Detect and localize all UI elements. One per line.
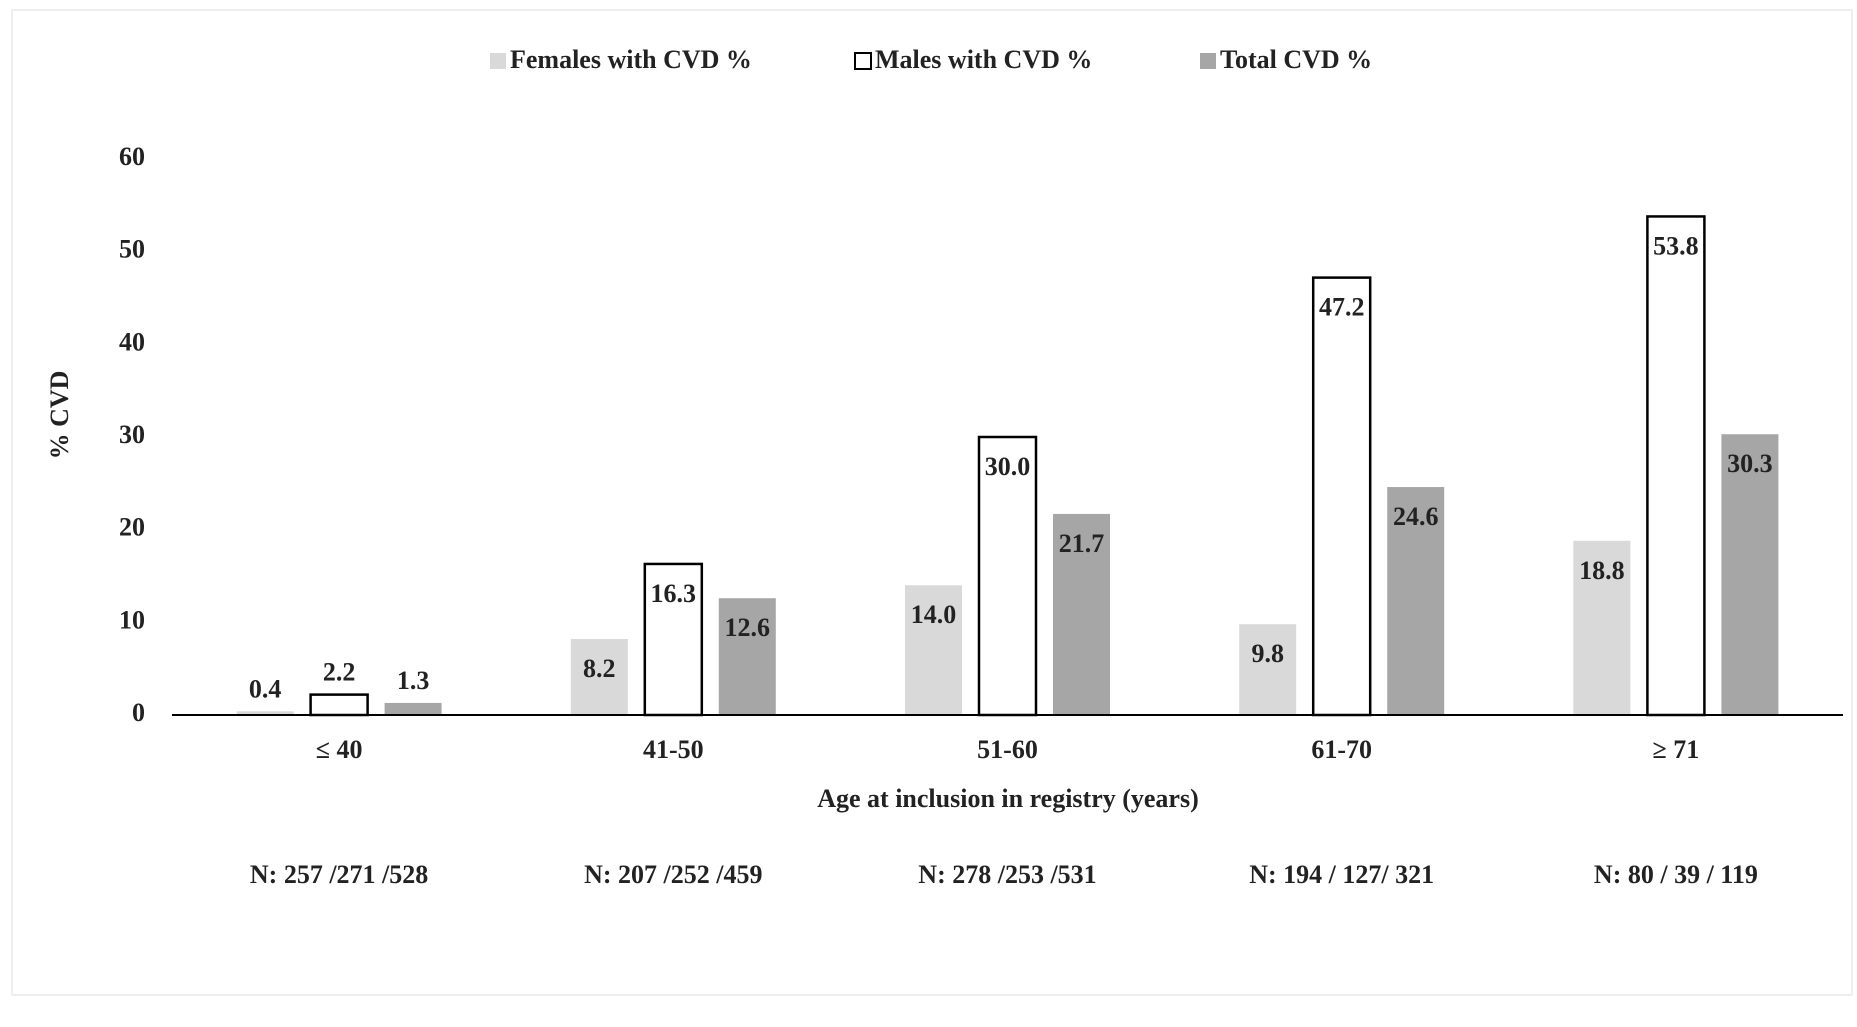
bar (905, 585, 962, 715)
frame (11, 9, 1853, 996)
annotation: N: 278 /253 /531 (918, 860, 1096, 889)
bar (1646, 215, 1706, 717)
legend-label: Total CVD % (1220, 45, 1372, 74)
y-axis-label: % CVD (45, 371, 74, 460)
y-tick-label: 60 (119, 142, 145, 171)
data-label: 24.6 (1393, 502, 1439, 531)
data-label: 18.8 (1579, 556, 1625, 585)
data-label: 2.2 (323, 658, 356, 687)
bar (643, 562, 704, 717)
data-label: 53.8 (1653, 231, 1699, 260)
bar (1053, 513, 1110, 715)
x-tick-label: ≤ 40 (316, 735, 363, 764)
bar (236, 711, 294, 715)
x-tick-label: 51-60 (977, 735, 1038, 764)
bar (1721, 434, 1779, 715)
x-tick-label: 41-50 (643, 735, 704, 764)
legend-label: Males with CVD % (875, 45, 1092, 74)
bar (1239, 624, 1297, 715)
bar (570, 639, 628, 715)
data-label: 1.3 (397, 666, 430, 695)
y-tick-label: 20 (119, 513, 145, 542)
bar (718, 598, 776, 715)
data-label: 21.7 (1059, 529, 1105, 558)
x-axis-label: Age at inclusion in registry (years) (817, 784, 1199, 813)
data-label: 47.2 (1319, 293, 1365, 322)
data-label: 9.8 (1251, 639, 1284, 668)
y-tick-label: 10 (119, 605, 145, 634)
data-label: 16.3 (651, 579, 697, 608)
y-tick-label: 0 (132, 698, 145, 727)
bar (1387, 487, 1445, 715)
annotation: N: 80 / 39 / 119 (1594, 860, 1758, 889)
bar (1311, 276, 1372, 717)
x-tick-label: 61-70 (1311, 735, 1372, 764)
x-tick-label: ≥ 71 (1653, 735, 1700, 764)
y-tick-label: 30 (119, 420, 145, 449)
annotation: N: 207 /252 /459 (584, 860, 762, 889)
y-tick-label: 50 (119, 235, 145, 264)
data-label: 30.0 (985, 452, 1031, 481)
legend-swatch (1200, 53, 1216, 69)
data-label: 14.0 (911, 600, 957, 629)
legend-label: Females with CVD % (510, 45, 752, 74)
legend-swatch (490, 53, 506, 69)
bar (309, 693, 369, 717)
annotation: N: 257 /271 /528 (250, 860, 428, 889)
bar (1573, 540, 1631, 715)
data-label: 30.3 (1727, 449, 1773, 478)
bar (977, 435, 1038, 717)
data-label: 8.2 (583, 654, 616, 683)
data-label: 12.6 (725, 613, 771, 642)
y-tick-label: 40 (119, 327, 145, 356)
legend-swatch (854, 52, 872, 70)
data-label: 0.4 (249, 674, 282, 703)
annotation: N: 194 / 127/ 321 (1249, 860, 1434, 889)
bar (384, 702, 442, 715)
